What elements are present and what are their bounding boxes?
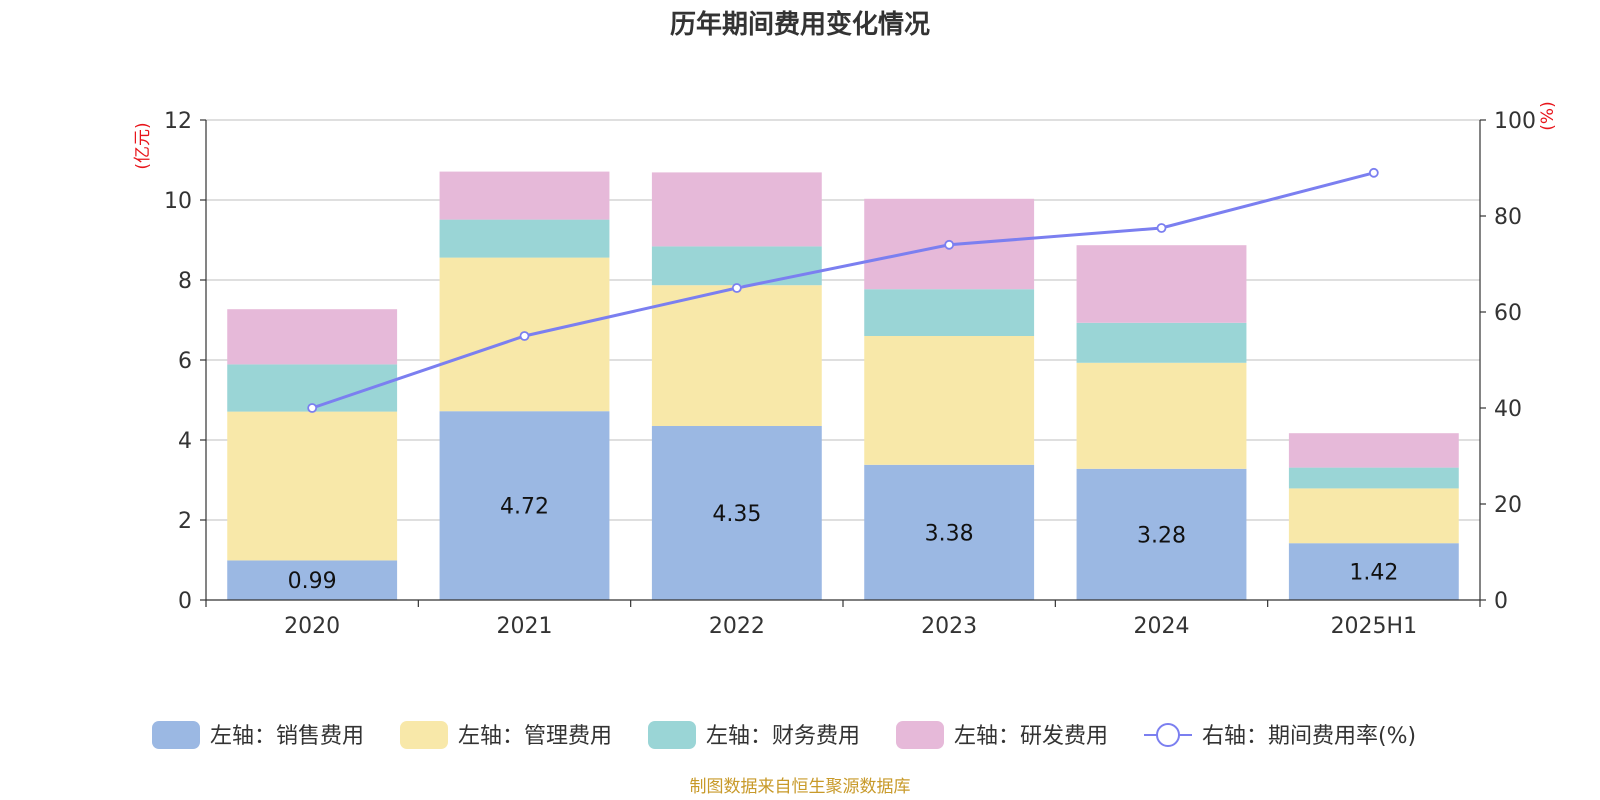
left-axis-unit: (亿元)	[133, 122, 153, 169]
rate-point	[1156, 223, 1167, 233]
bar-segment	[864, 289, 1035, 336]
bar-segment	[1076, 468, 1247, 600]
left-tick-label: 8	[178, 269, 192, 294]
legend-label: 右轴：期间费用率(%)	[1202, 724, 1416, 749]
legend-swatch	[896, 721, 944, 749]
legend-marker-swatch	[1156, 723, 1180, 747]
bar-value-label: 4.35	[712, 502, 761, 527]
bar-value-label: 3.28	[1137, 523, 1186, 548]
bar-segment	[1288, 543, 1459, 600]
right-axis-unit: (%)	[1538, 101, 1558, 130]
left-tick-label: 6	[178, 349, 192, 374]
bar-segment	[439, 171, 610, 220]
x-tick-label: 2025H1	[1331, 614, 1418, 639]
rate-point	[731, 283, 742, 293]
bar-segment	[651, 426, 822, 600]
left-tick-label: 2	[178, 509, 192, 534]
bar-segment	[439, 219, 610, 258]
bar-segment	[227, 560, 398, 600]
legend-swatch	[152, 721, 200, 749]
bar-value-label: 0.99	[288, 569, 337, 594]
rate-point	[307, 403, 318, 413]
legend: 左轴：销售费用 左轴：管理费用 左轴：财务费用 左轴：研发费用 右轴：期间费用率(%)	[152, 721, 1416, 749]
x-tick-label: 2022	[709, 614, 765, 639]
axes: 0 2 4 6 8 10 12 0 20 40 60 80 100 2020 2021 2022 2023 202…	[164, 109, 1536, 639]
rate-line-group	[307, 167, 1379, 413]
legend-label: 左轴：管理费用	[458, 724, 612, 749]
x-tick-label: 2021	[497, 614, 553, 639]
bar-segment	[1076, 245, 1247, 323]
bar-segment	[651, 172, 822, 247]
bar-segment	[439, 411, 610, 600]
bar-value-label: 3.38	[925, 521, 974, 546]
grid-lines	[206, 119, 1480, 521]
bar-segment	[1076, 322, 1247, 363]
chart-title: 历年期间费用变化情况	[670, 9, 930, 40]
right-tick-label: 40	[1494, 397, 1522, 422]
bar-segment	[1288, 488, 1459, 544]
bar-segment	[651, 285, 822, 426]
rate-point	[1368, 167, 1379, 178]
legend-swatch	[400, 721, 448, 749]
left-tick-label: 12	[164, 109, 192, 134]
legend-label: 左轴：研发费用	[954, 724, 1108, 749]
x-tick-label: 2020	[284, 614, 340, 639]
bar-segment	[1288, 433, 1459, 468]
rate-line	[311, 171, 1375, 410]
right-tick-label: 60	[1494, 301, 1522, 326]
bar-segment	[227, 411, 398, 561]
x-tick-label: 2023	[921, 614, 977, 639]
legend-swatch	[648, 721, 696, 749]
legend-label: 左轴：销售费用	[210, 724, 364, 749]
bar-segment	[651, 246, 822, 286]
rate-point	[519, 331, 530, 341]
left-tick-label: 0	[178, 589, 192, 614]
x-tick-label: 2024	[1134, 614, 1190, 639]
left-tick-label: 4	[178, 429, 192, 454]
source-note: 制图数据来自恒生聚源数据库	[690, 777, 911, 797]
right-tick-label: 0	[1494, 589, 1508, 614]
data-labels: 0.99 4.72 4.35 3.38 3.28 1.42	[288, 495, 1399, 595]
bars-group	[227, 171, 1459, 600]
left-tick-label: 10	[164, 189, 192, 214]
rate-point	[944, 239, 955, 250]
bar-value-label: 4.72	[500, 495, 549, 520]
bar-segment	[227, 309, 398, 365]
right-tick-label: 20	[1494, 493, 1522, 518]
bar-segment	[864, 464, 1035, 600]
bar-segment	[1076, 362, 1247, 469]
right-tick-label: 100	[1494, 109, 1536, 134]
bar-value-label: 1.42	[1349, 561, 1398, 586]
legend-label: 左轴：财务费用	[706, 724, 860, 749]
bar-segment	[864, 336, 1035, 465]
bar-segment	[1288, 467, 1459, 489]
right-tick-label: 80	[1494, 205, 1522, 230]
